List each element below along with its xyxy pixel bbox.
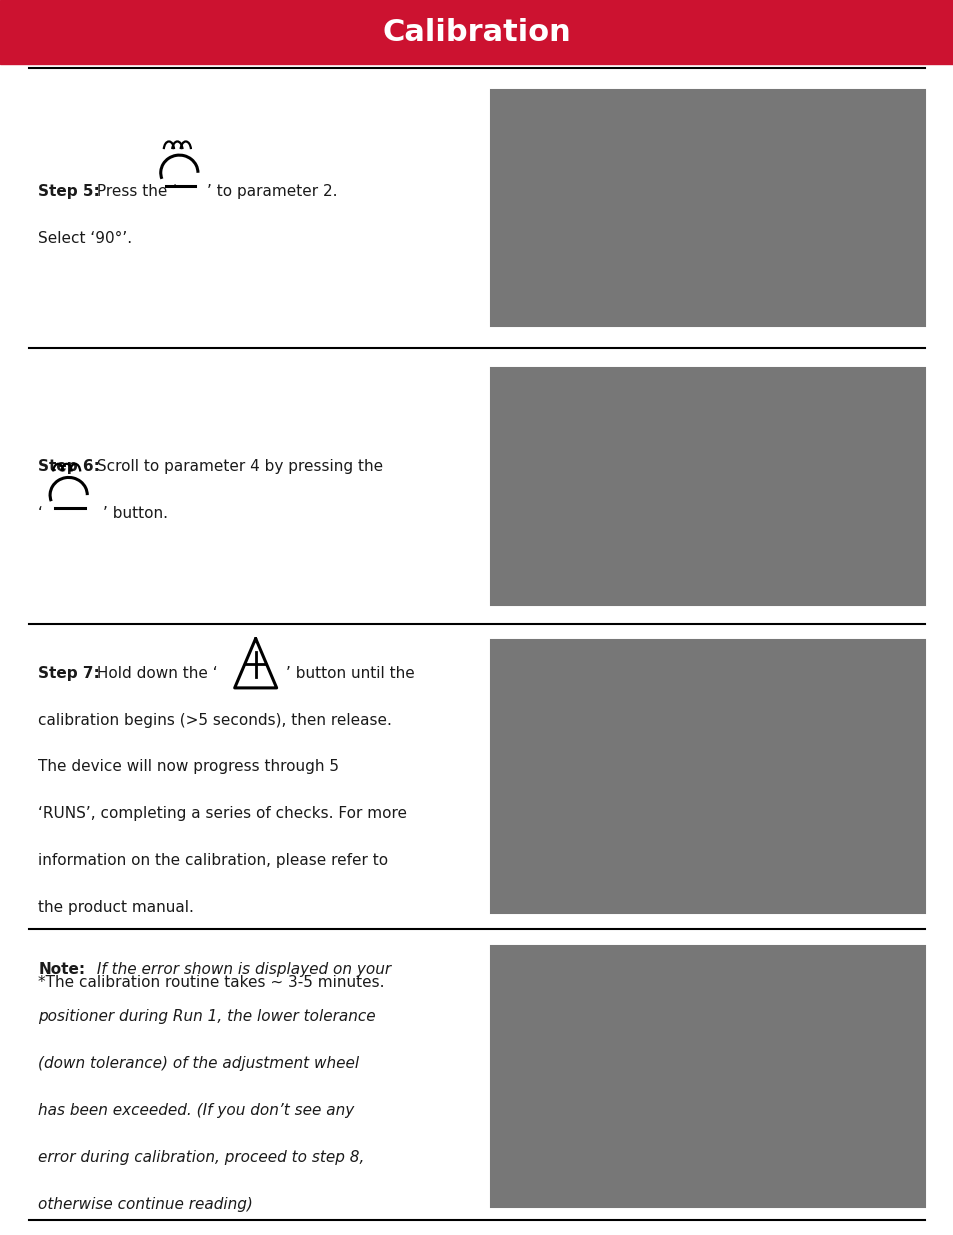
Text: the product manual.: the product manual. [38, 900, 193, 915]
Text: (down tolerance) of the adjustment wheel: (down tolerance) of the adjustment wheel [38, 1056, 359, 1071]
Text: Select ‘90°’.: Select ‘90°’. [38, 231, 132, 246]
Text: The device will now progress through 5: The device will now progress through 5 [38, 760, 339, 774]
Bar [0, 0, 953, 64]
Text: positioner during Run 1, the lower tolerance: positioner during Run 1, the lower toler… [38, 1009, 375, 1024]
Text: If the error shown is displayed on your: If the error shown is displayed on your [91, 962, 391, 977]
Text: calibration begins (>5 seconds), then release.: calibration begins (>5 seconds), then re… [38, 713, 392, 727]
Bar [491, 90, 924, 326]
Text: ‘RUNS’, completing a series of checks. For more: ‘RUNS’, completing a series of checks. F… [38, 806, 407, 821]
Text: Press the ‘: Press the ‘ [91, 184, 176, 199]
Text: information on the calibration, please refer to: information on the calibration, please r… [38, 853, 388, 868]
Text: ’ button until the: ’ button until the [286, 666, 415, 680]
Text: ‘: ‘ [38, 506, 43, 521]
Text: ’ to parameter 2.: ’ to parameter 2. [207, 184, 337, 199]
Text: ’ button.: ’ button. [103, 506, 168, 521]
Bar [491, 368, 924, 605]
Bar [491, 946, 924, 1207]
Text: otherwise continue reading): otherwise continue reading) [38, 1197, 253, 1212]
Text: Note:: Note: [38, 962, 85, 977]
Text: Step 5:: Step 5: [38, 184, 100, 199]
Text: error during calibration, proceed to step 8,: error during calibration, proceed to ste… [38, 1150, 364, 1165]
Text: Calibration: Calibration [382, 17, 571, 47]
Text: has been exceeded. (If you don’t see any: has been exceeded. (If you don’t see any [38, 1103, 354, 1118]
Text: Hold down the ‘: Hold down the ‘ [91, 666, 217, 680]
Text: Step 7:: Step 7: [38, 666, 100, 680]
Bar [491, 640, 924, 913]
Text: Step 6:: Step 6: [38, 459, 100, 474]
Text: Scroll to parameter 4 by pressing the: Scroll to parameter 4 by pressing the [91, 459, 382, 474]
Text: *The calibration routine takes ~ 3-5 minutes.: *The calibration routine takes ~ 3-5 min… [38, 976, 384, 990]
